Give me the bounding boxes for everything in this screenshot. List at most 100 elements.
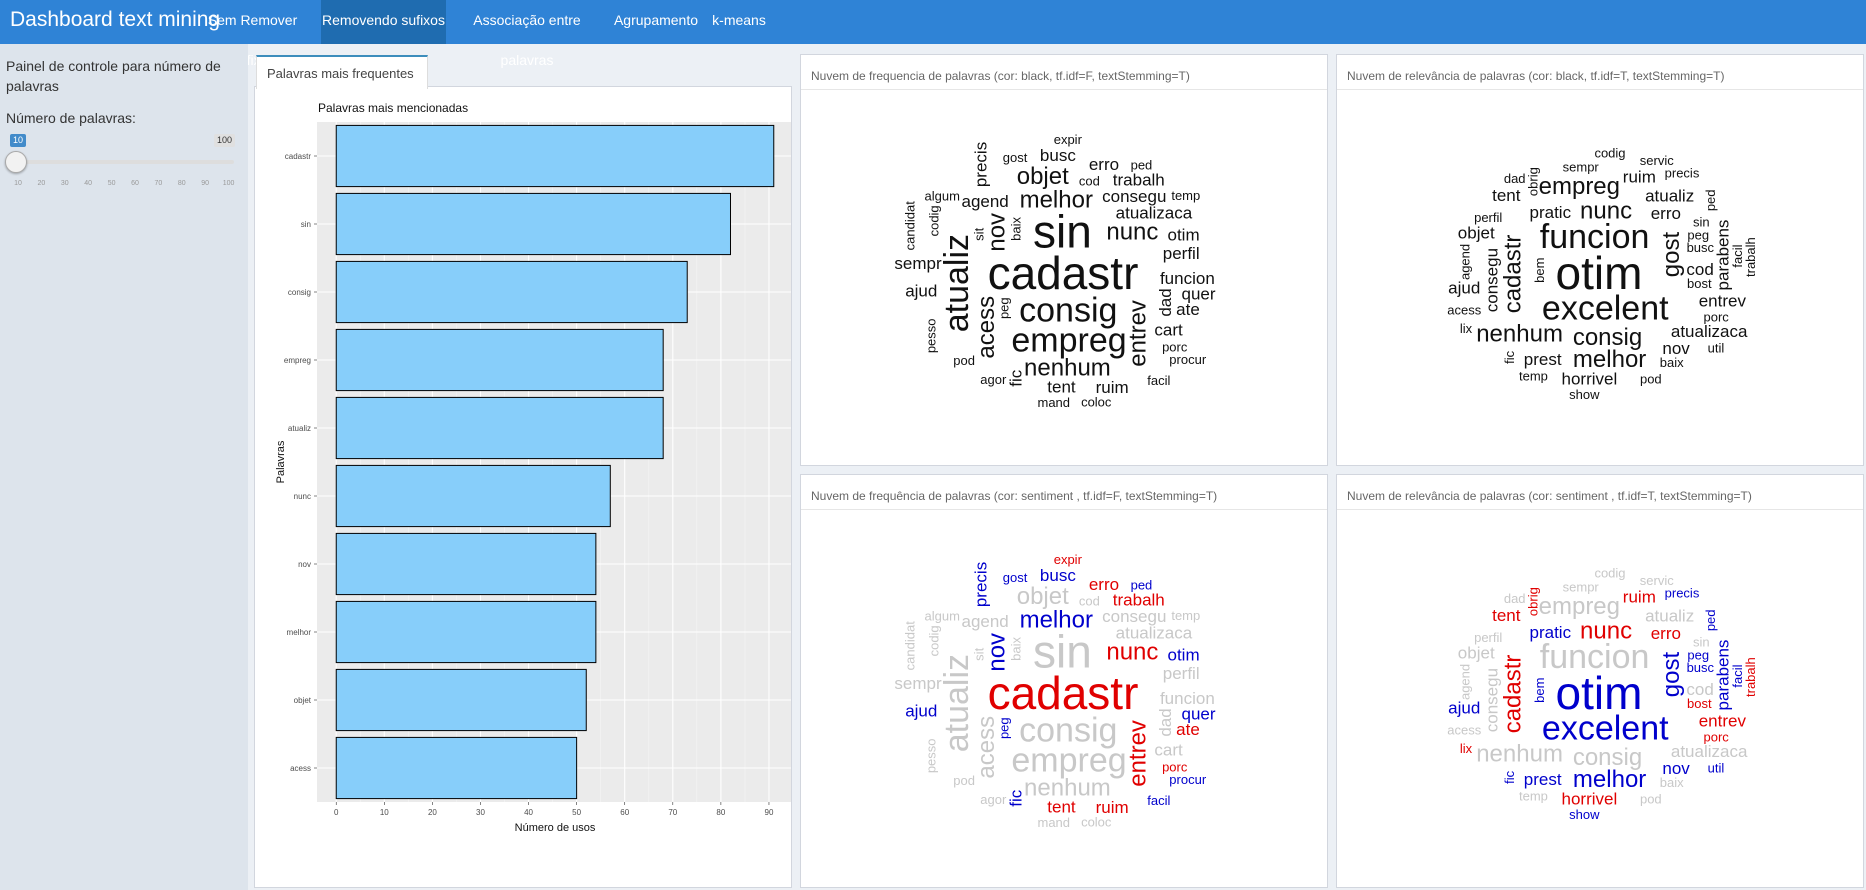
cloud-word: nov [984,633,1011,672]
cloud-word: pod [953,773,975,788]
cloud-word: ajud [1448,279,1480,298]
cloud-word: pod [1640,791,1662,806]
cloud-word: cadastr [988,667,1139,719]
cloud-word: excelent [1542,290,1669,328]
control-panel-title: Painel de controle para número de palavr… [6,58,221,94]
cloud-word: empreg [1539,593,1620,620]
cloud-word: nenhum [1476,321,1563,348]
tab-agrupamento[interactable]: Agrupamento [613,12,699,28]
cloud-word: cadastr [1500,235,1527,314]
cloud-word: baix [1660,775,1684,790]
cloud-word: obrig [1525,587,1540,616]
cloud-word: precis [972,562,991,607]
tab-associacao-entre-palavras[interactable]: Associação entre palavras [473,12,581,68]
cloud-word: perfil [1163,664,1200,683]
y-tick-label: empreg [284,356,311,365]
slider-tick-label: 30 [60,180,69,187]
navbar: Dashboard text mining Sem Remover Sufixo… [0,0,1866,68]
cloud-word: ruim [1623,167,1656,186]
cloud-word: erro [1089,155,1119,174]
cloud-word: gost [1003,570,1028,585]
cloud-word: consegu [1102,607,1166,626]
cloud-word: nov [1662,339,1690,358]
y-axis-label: Palavras [275,440,287,483]
cloud-word: precis [1665,585,1700,600]
y-tick-label: sin [301,220,311,229]
bar-consig [335,260,688,324]
cloud-word: sempr [894,254,942,273]
cloud-word: erro [1651,624,1681,643]
tab-sem-remover-sufixos[interactable]: Sem Remover Sufixos [207,12,298,68]
cloud-word: peg [996,717,1011,739]
cloud-word: codig [926,625,941,656]
cloud-word: precis [972,142,991,187]
cloud-word: acess [1447,302,1481,317]
cloud-word: otim [1168,226,1200,245]
tab-k-means[interactable]: k-means [712,12,766,28]
slider-tick-label: 90 [201,180,210,187]
cloud-word: funcion [1540,638,1650,676]
cloud-word: quer [1182,705,1216,724]
cloud-word: dad [1504,171,1526,186]
cloud-word: nunc [1580,617,1632,644]
cloud-word: agend [961,192,1008,211]
cloud-word: objet [1458,644,1495,663]
cloud-word: funcion [1160,269,1215,288]
cloud-word: busc [1687,660,1715,675]
x-tick-label: 40 [524,808,533,817]
slider-tick-label: 100 [222,180,235,187]
y-tick-label: melhor [287,628,312,637]
tab-palavras-mais-frequentes[interactable]: Palavras mais frequentes [256,55,428,89]
tab-removendo-sufixos[interactable]: Removendo sufixos [321,0,446,44]
cloud-word: peg [1687,648,1709,663]
x-tick-label: 70 [668,808,677,817]
cloud-word: atualizaca [1116,204,1193,223]
bar-sin [335,192,731,256]
cloud-word: codig [1594,146,1625,161]
bar-chart: Palavras mais mencionadas cadastr sin cons… [275,101,791,834]
cloud-word: empreg [1011,322,1126,360]
slider-tick-label: 60 [131,180,139,187]
slider-tick-label: 20 [37,180,46,187]
cloud-word: ped [1131,577,1153,592]
cloud-word: algum [925,189,960,204]
cloud-word: cod [1686,260,1713,279]
x-tick-label: 90 [765,808,774,817]
slider-tick-label: 80 [177,180,186,187]
cloud-word: agend [1458,244,1473,280]
bar-nov [335,532,597,596]
cloud-word: nenhum [1024,775,1111,802]
slider-tick-label: 10 [14,180,22,187]
cloud-word: parabens [1713,640,1732,711]
y-tick-labels: cadastr sin consig empreg atualiz nunc nov melh… [284,152,317,773]
cloud-panel-rel-sentiment: Nuvem de relevância de palavras (cor: se… [1336,474,1864,888]
cloud-word: facil [1730,664,1745,687]
cloud-word: util [1708,341,1725,356]
cloud-word: consig [1019,712,1117,750]
y-tick-label: atualiz [288,424,311,433]
cloud-word: acess [973,296,1000,359]
cloud-word: atualizaca [1116,624,1193,643]
cloud-word: porc [1704,730,1730,745]
cloud-word: ajud [905,702,937,721]
bar-cadastr [335,124,775,188]
slider-track[interactable] [12,160,234,164]
slider-handle[interactable] [5,151,27,173]
cloud-word: ajud [905,282,937,301]
cloud-word: funcion [1540,218,1650,256]
cloud-word: mand [1037,395,1070,410]
cloud-word: empreg [1011,742,1126,780]
cloud-word: entrev [1699,291,1747,310]
cloud-word: porc [1162,759,1188,774]
cloud-word: ate [1176,300,1200,319]
cloud-word: coloc [1081,815,1112,830]
cloud-word: servic [1640,153,1674,168]
cloud-word: baix [1009,636,1024,660]
cloud-word: cod [1079,173,1100,188]
cloud-word: lix [1460,741,1473,756]
chart-title: Palavras mais mencionadas [318,101,468,115]
slider-tick-label: 70 [154,180,163,187]
